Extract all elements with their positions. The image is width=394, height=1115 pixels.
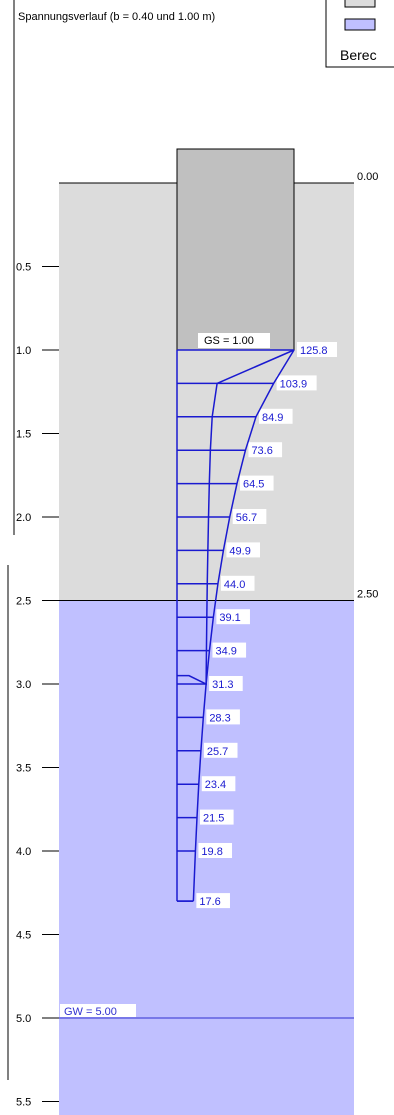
- stress-value-label-13: 23.4: [205, 779, 226, 791]
- legend-swatch-layer-1: [344, 0, 376, 8]
- stress-value-label-bg-0: [297, 342, 337, 357]
- depth-tick-label-5: 3.0: [16, 679, 31, 691]
- stress-value-label-bg-2: [258, 408, 293, 424]
- stress-value-label-16: 17.6: [199, 896, 220, 908]
- stress-value-label-15: 19.8: [201, 846, 222, 858]
- stress-curve-group: 125.8 103.9 84.9 73.6 64.5 56.7 49.9 44.0 39.1 34…: [176, 342, 337, 909]
- frame-lines: [7, 0, 15, 1080]
- depth-tick-label-3: 2.0: [16, 512, 31, 524]
- stress-value-label-7: 44.0: [224, 579, 245, 591]
- stress-value-label-2: 84.9: [262, 412, 283, 424]
- stress-value-label-bg-5: [232, 509, 267, 524]
- depth-tick-label-4: 2.5: [16, 596, 31, 608]
- stress-value-label-bg-12: [203, 742, 238, 758]
- stress-curve-outer: [192, 349, 295, 902]
- stress-value-label-6: 49.9: [229, 545, 250, 557]
- depth-tick-label-1: 1.0: [16, 345, 31, 357]
- legend-box: [325, 0, 394, 68]
- stress-value-label-bg-13: [201, 776, 236, 792]
- stress-value-label-bg-1: [276, 375, 317, 391]
- legend-text: Berec: [340, 47, 377, 63]
- groundwater-label: GW = 5.00: [64, 1006, 117, 1018]
- depth-tick-label-0: 0.5: [16, 262, 31, 274]
- groundwater-label-bg: [60, 1004, 136, 1017]
- stress-value-label-bg-16: [196, 893, 230, 909]
- depth-axis: 0.5 1.0 1.5 2.0 2.5 3.0 3.5 4.0 4.5 5.0 5.5: [16, 262, 59, 1109]
- stress-value-label-4: 64.5: [243, 479, 264, 491]
- stress-value-label-3: 73.6: [251, 445, 272, 457]
- stress-value-label-bg-6: [226, 542, 261, 558]
- stress-value-label-14: 21.5: [203, 813, 224, 825]
- foundation-block: [176, 148, 295, 351]
- foundation-label-bg: [198, 333, 270, 348]
- stress-curve-inner: [177, 349, 295, 686]
- legend: Berec: [325, 0, 394, 68]
- stress-value-label-bg-7: [220, 575, 255, 591]
- stress-value-label-bg-15: [198, 843, 233, 858]
- depth-tick-label-9: 5.0: [16, 1013, 31, 1025]
- stress-value-label-8: 39.1: [219, 612, 240, 624]
- stress-value-label-bg-8: [216, 609, 250, 625]
- depth-tick-label-7: 4.0: [16, 846, 31, 858]
- foundation-label: GS = 1.00: [204, 335, 254, 347]
- stress-value-label-bg-3: [248, 442, 283, 458]
- depth-tick-label-8: 4.5: [16, 930, 31, 942]
- stress-value-label-bg-10: [209, 676, 243, 691]
- stress-value-label-12: 25.7: [207, 746, 228, 758]
- layer-top-label-1: 0.00: [357, 171, 378, 183]
- stress-value-label-11: 28.3: [209, 712, 230, 724]
- depth-tick-label-10: 5.5: [16, 1097, 31, 1109]
- groundwater-group: GW = 5.00: [59, 1004, 354, 1019]
- depth-tick-label-6: 3.5: [16, 763, 31, 775]
- stress-value-label-10: 31.3: [212, 679, 233, 691]
- stress-value-label-bg-4: [239, 475, 274, 491]
- stress-value-label-1: 103.9: [280, 378, 308, 390]
- stress-value-label-bg-14: [199, 809, 234, 825]
- chart-title: Spannungsverlauf (b = 0.40 und 1.00 m): [18, 11, 215, 23]
- legend-swatch-layer-2: [344, 18, 376, 31]
- stress-value-label-0: 125.8: [300, 345, 328, 357]
- stress-value-label-5: 56.7: [236, 512, 257, 524]
- depth-tick-label-2: 1.5: [16, 429, 31, 441]
- stress-value-label-bg-9: [212, 642, 247, 658]
- stress-value-label-bg-11: [206, 709, 240, 725]
- stress-value-label-9: 34.9: [215, 646, 236, 658]
- layer-top-label-2: 2.50: [357, 589, 378, 601]
